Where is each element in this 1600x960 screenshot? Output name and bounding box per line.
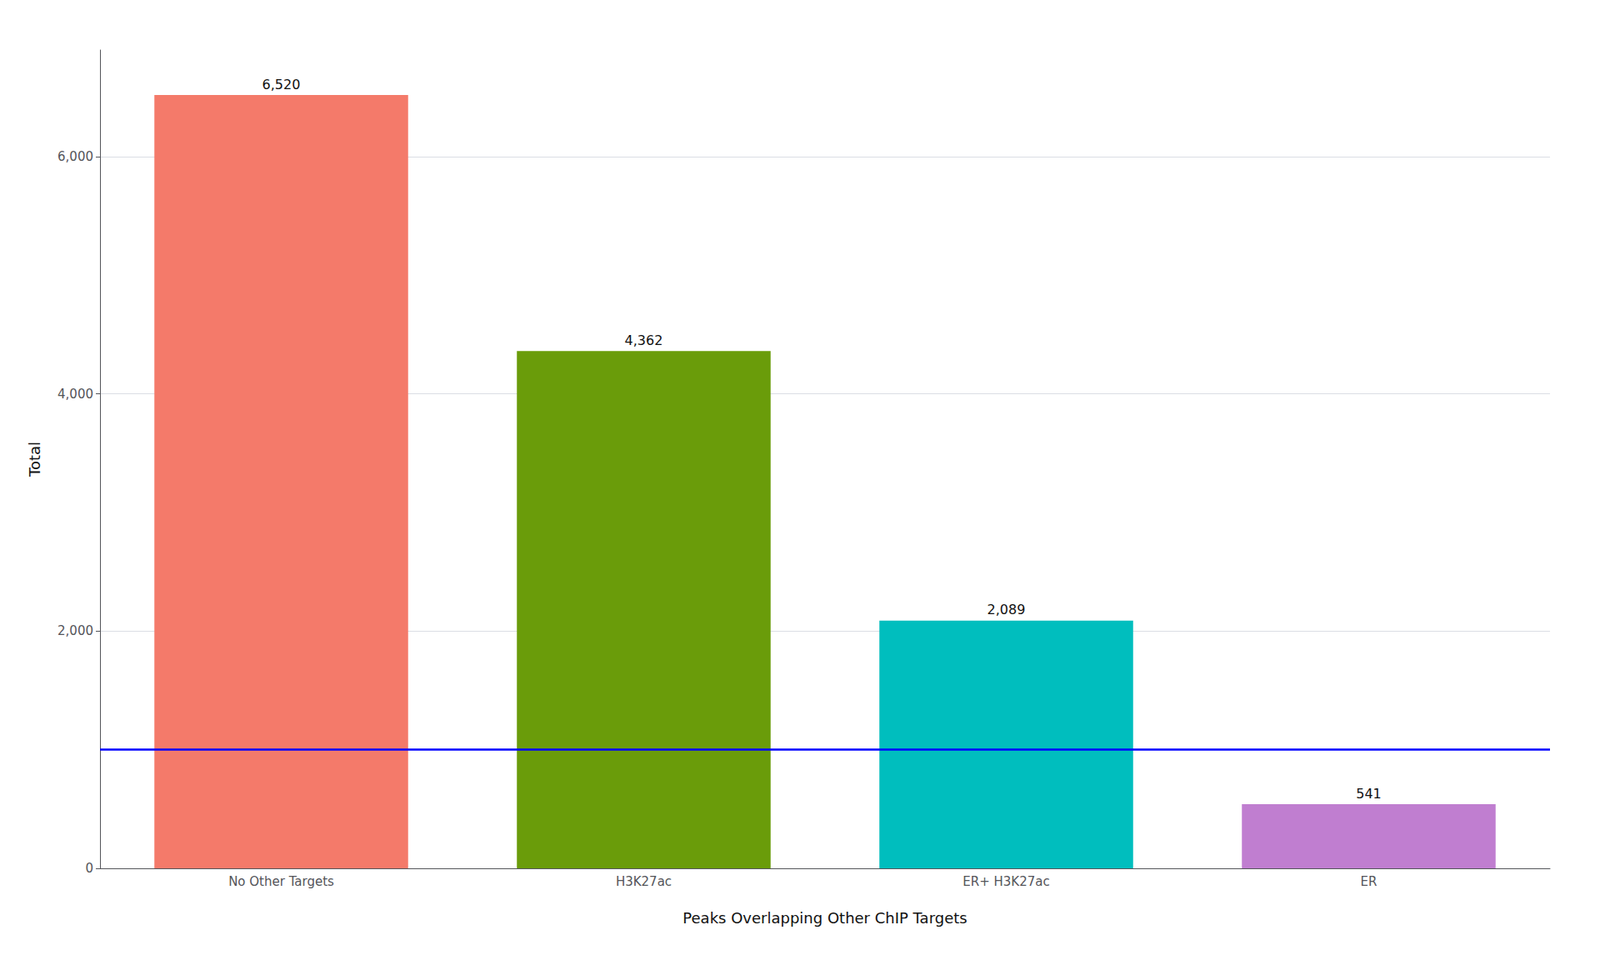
svg-text:541: 541 [1355,785,1382,802]
svg-text:H3K27ac: H3K27ac [615,874,672,890]
svg-text:Peaks Overlapping Other ChIP T: Peaks Overlapping Other ChIP Targets [682,909,967,927]
svg-text:2,000: 2,000 [57,623,94,639]
svg-text:No Other Targets: No Other Targets [228,874,335,890]
svg-text:6,520: 6,520 [262,76,301,93]
svg-text:2,089: 2,089 [987,601,1026,618]
svg-text:6,000: 6,000 [57,149,94,165]
svg-text:Total: Total [25,441,44,478]
svg-text:4,362: 4,362 [625,332,664,349]
svg-text:ER+ H3K27ac: ER+ H3K27ac [962,874,1050,890]
svg-text:ER: ER [1360,874,1378,890]
svg-text:0: 0 [85,860,94,876]
svg-text:4,000: 4,000 [57,386,94,402]
